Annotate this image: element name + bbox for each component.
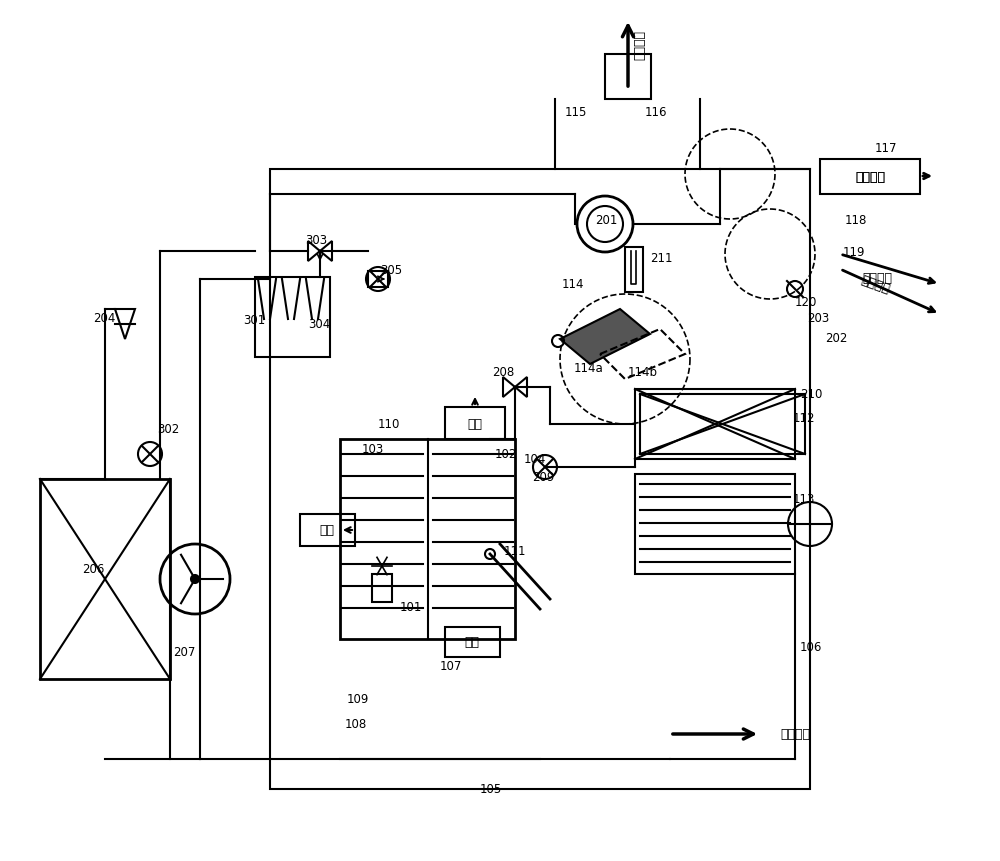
Bar (635, 389, 795, 460)
Text: 114b: 114b (628, 365, 658, 378)
Text: 209: 209 (532, 471, 554, 484)
Bar (255, 278, 330, 357)
Text: 105: 105 (480, 783, 502, 796)
Text: 301: 301 (243, 313, 265, 326)
Text: 107: 107 (440, 660, 462, 672)
Text: 210: 210 (800, 388, 822, 401)
Polygon shape (560, 310, 650, 364)
Text: 203: 203 (807, 311, 829, 324)
Text: 302: 302 (157, 423, 179, 436)
Bar (605, 55, 651, 100)
Bar (372, 574, 392, 603)
Text: 207: 207 (173, 646, 195, 659)
Bar (635, 474, 795, 574)
Text: 防雾除霜: 防雾除霜 (634, 30, 646, 60)
Bar (640, 394, 805, 455)
Text: 117: 117 (875, 141, 897, 154)
Text: 304: 304 (308, 318, 330, 331)
Bar (40, 480, 170, 679)
Text: 303: 303 (305, 233, 327, 246)
Text: 108: 108 (345, 718, 367, 731)
Text: 115: 115 (565, 105, 587, 118)
Polygon shape (308, 242, 332, 262)
Text: 119: 119 (843, 245, 865, 258)
Text: 胸部送风: 胸部送风 (859, 274, 891, 296)
Text: 胸部送风: 胸部送风 (862, 271, 892, 284)
Bar (445, 407, 505, 439)
Text: 114: 114 (562, 277, 584, 290)
Text: 110: 110 (378, 418, 400, 431)
Text: 排风: 排风 (468, 418, 482, 431)
Text: 103: 103 (362, 443, 384, 456)
Bar (445, 628, 500, 657)
Text: 109: 109 (347, 693, 369, 706)
Polygon shape (503, 378, 527, 398)
Text: 120: 120 (795, 295, 817, 308)
Text: 来自车室: 来自车室 (780, 728, 810, 740)
Text: 101: 101 (400, 601, 422, 614)
Bar (820, 160, 920, 195)
Text: 104: 104 (524, 453, 546, 466)
Text: 305: 305 (380, 263, 402, 276)
Text: 202: 202 (825, 331, 847, 344)
Circle shape (191, 575, 199, 583)
Bar (270, 170, 810, 789)
Text: 208: 208 (492, 365, 514, 378)
Text: 回风: 回风 (464, 635, 480, 648)
Bar (625, 248, 643, 293)
Text: 111: 111 (504, 545, 526, 558)
Text: 112: 112 (793, 411, 815, 424)
Text: 新风: 新风 (320, 523, 335, 537)
Text: 211: 211 (650, 251, 672, 264)
Text: 面部送风: 面部送风 (855, 170, 885, 183)
Bar (340, 439, 515, 639)
Text: 面部送风: 面部送风 (855, 170, 885, 183)
Text: 206: 206 (82, 563, 104, 576)
Text: 201: 201 (595, 214, 617, 226)
Text: 118: 118 (845, 214, 867, 226)
Text: 204: 204 (93, 311, 115, 324)
Text: 113: 113 (793, 493, 815, 506)
Bar (368, 272, 388, 288)
Text: 102: 102 (495, 448, 517, 461)
Bar (300, 514, 355, 547)
Text: 116: 116 (645, 105, 668, 118)
Text: 114a: 114a (574, 361, 604, 374)
Polygon shape (115, 310, 135, 339)
Text: 106: 106 (800, 641, 822, 653)
